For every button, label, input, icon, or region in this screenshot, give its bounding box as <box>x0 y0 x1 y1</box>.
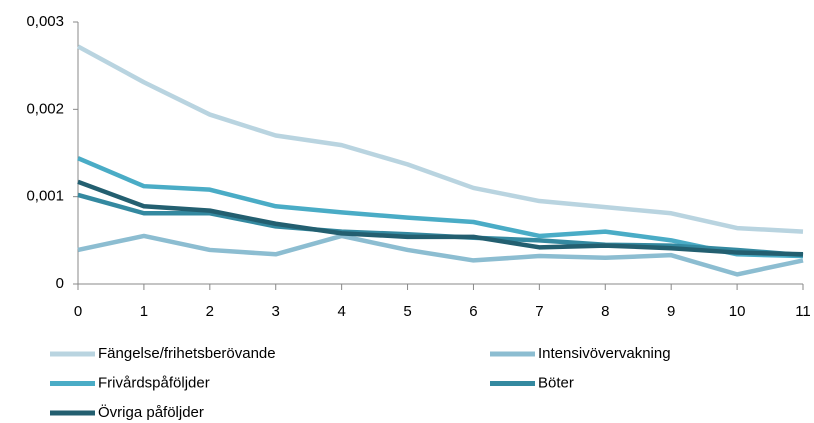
x-tick-label: 10 <box>729 303 746 320</box>
x-tick-label: 0 <box>74 303 82 320</box>
x-tick-label: 5 <box>403 303 411 320</box>
x-tick-label: 3 <box>272 303 280 320</box>
legend-label: Intensivövervakning <box>538 345 671 362</box>
y-tick-label: 0,002 <box>26 100 64 117</box>
legend-label: Böter <box>538 374 574 391</box>
legend-label: Fängelse/frihetsberövande <box>98 345 276 362</box>
series-line <box>77 233 804 277</box>
series-line <box>76 44 804 234</box>
x-tick-label: 8 <box>601 303 609 320</box>
x-tick-label: 1 <box>140 303 148 320</box>
y-tick-label: 0,001 <box>26 188 64 205</box>
legend-label: Övriga påföljder <box>98 403 204 421</box>
x-tick-label: 7 <box>535 303 543 320</box>
series-line <box>77 156 804 259</box>
legend-label: Frivårdspåföljder <box>98 374 210 391</box>
series-line <box>77 179 804 257</box>
x-tick-label: 4 <box>337 303 345 320</box>
x-tick-label: 2 <box>206 303 214 320</box>
x-tick-label: 9 <box>667 303 675 320</box>
y-tick-label: 0 <box>56 275 64 292</box>
y-tick-label: 0,003 <box>26 13 64 30</box>
x-tick-label: 6 <box>469 303 477 320</box>
x-tick-label: 11 <box>795 303 811 320</box>
